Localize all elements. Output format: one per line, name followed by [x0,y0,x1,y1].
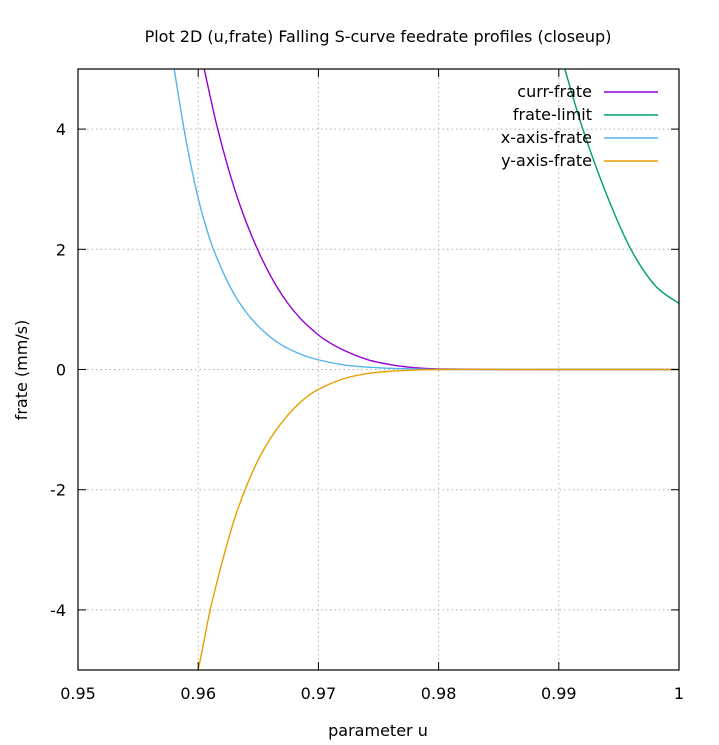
y-axis-title: frate (mm/s) [12,320,31,421]
series-line-curr-frate [203,69,679,371]
y-tick-label: 2 [56,240,66,259]
x-tick-label: 0.97 [301,684,337,703]
chart-title: Plot 2D (u,frate) Falling S-curve feedra… [145,27,612,46]
x-axis-title: parameter u [328,721,428,740]
x-tick-label: 0.99 [541,684,577,703]
legend-label-y-axis-frate: y-axis-frate [501,151,592,170]
y-tick-label: -2 [50,481,66,500]
legend-label-frate-limit: frate-limit [513,105,592,124]
series-line-x-axis-frate [173,69,679,371]
y-tick-label: -4 [50,601,66,620]
series-line-y-axis-frate [197,368,679,670]
series-layer [173,69,679,670]
y-tick-label: 0 [56,361,66,380]
y-tick-label: 4 [56,120,66,139]
x-tick-label: 1 [674,684,684,703]
legend: curr-frate frate-limit x-axis-frate y-axis-… [501,82,658,170]
legend-label-curr-frate: curr-frate [517,82,592,101]
x-tick-label: 0.98 [421,684,457,703]
x-tick-label: 0.96 [180,684,216,703]
x-tick-label: 0.95 [60,684,96,703]
series-line-frate-limit [564,69,679,304]
ticks: 0.95 0.96 0.97 0.98 0.99 1 -4 -2 0 2 4 [50,69,684,703]
legend-label-x-axis-frate: x-axis-frate [501,128,592,147]
